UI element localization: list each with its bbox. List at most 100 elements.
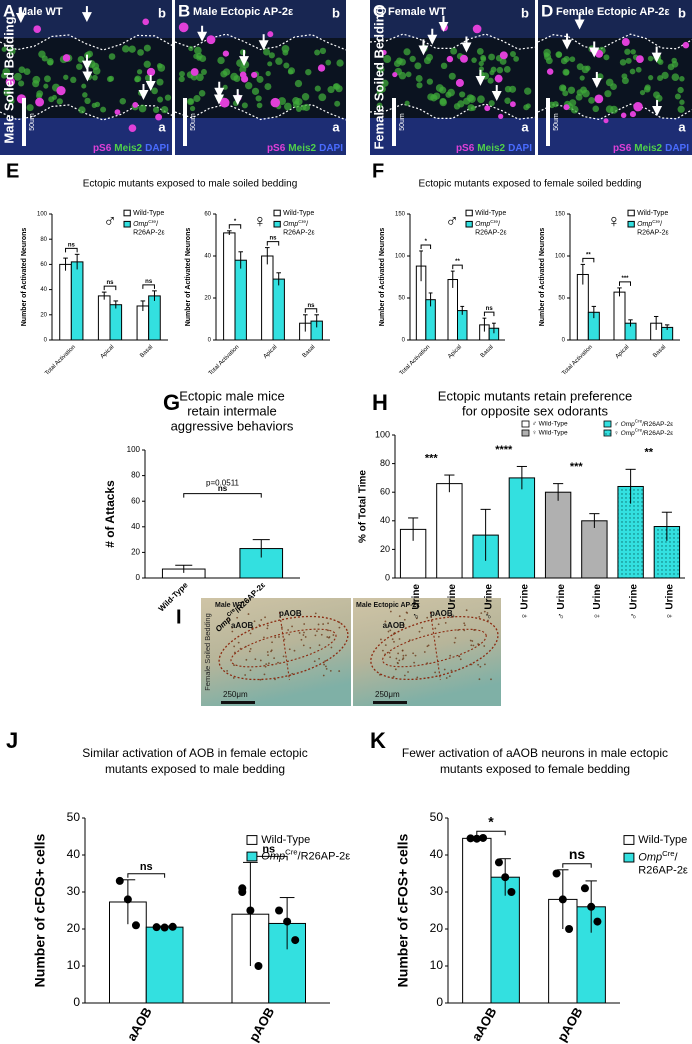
legend-swatch — [123, 220, 131, 228]
cell — [555, 51, 563, 58]
significance-bracket — [304, 308, 318, 313]
ps6-cell — [595, 49, 604, 58]
data-point — [160, 923, 169, 932]
cell — [268, 52, 275, 59]
stained-cell — [401, 649, 404, 652]
cell — [327, 86, 335, 94]
data-point — [501, 873, 510, 882]
cell — [439, 97, 447, 105]
stained-cell — [249, 669, 252, 672]
ps6-cell — [5, 77, 16, 87]
scale-bar — [392, 98, 396, 146]
stain: DAPI — [665, 143, 689, 154]
cell — [415, 75, 423, 82]
data-point — [131, 921, 140, 930]
cell — [292, 96, 300, 105]
y-tick-label: 40 — [380, 515, 390, 525]
cell — [278, 97, 287, 106]
panel-letter: G — [163, 390, 180, 415]
stained-cell — [338, 670, 341, 672]
stained-cell — [278, 636, 280, 638]
stained-cell — [322, 623, 325, 625]
cell — [416, 82, 423, 89]
stained-cell — [459, 658, 462, 661]
legend-swatch — [246, 835, 258, 845]
stained-cell — [249, 632, 252, 635]
stained-cell — [393, 640, 395, 643]
stained-cell — [266, 651, 269, 653]
scale-label: 50um — [29, 113, 36, 131]
side-label: Female Soiled Bedding — [203, 613, 212, 691]
stain: Meis2 — [634, 143, 662, 154]
x-tick-label: Apical — [615, 344, 631, 360]
aob-outline — [370, 615, 499, 681]
section-title: Male WT — [215, 602, 244, 609]
cell — [471, 57, 477, 63]
cell — [164, 94, 172, 101]
section-title: Male Ectopic AP-2ε — [356, 602, 420, 609]
data-point — [123, 895, 132, 904]
y-tick-label: 40 — [131, 522, 140, 531]
region-a-tissue — [0, 118, 172, 155]
stained-cell — [232, 677, 235, 679]
significance-bracket — [562, 863, 592, 868]
name-part: / — [156, 221, 158, 228]
x-tick-label: ♀ Urine — [665, 584, 676, 620]
section-image — [201, 598, 351, 706]
y-tick-label: 0 — [44, 338, 48, 344]
stained-cell — [309, 646, 312, 649]
ps6-cell — [455, 78, 464, 87]
stained-cell — [478, 615, 481, 618]
cell — [576, 63, 584, 71]
panel-letter: D — [541, 1, 553, 20]
scale-label: 250μm — [223, 690, 248, 699]
stained-cell — [397, 652, 400, 655]
name-part: Omp — [638, 852, 662, 864]
bar — [136, 305, 150, 341]
x-tick-label: Wild-Type — [157, 580, 190, 613]
x-tick-label: Apical — [447, 344, 463, 360]
legend-swatch — [246, 851, 258, 862]
bar — [457, 310, 468, 341]
y-tick-label: 100 — [375, 429, 390, 439]
legend-symbol: ♂ — [103, 211, 117, 231]
cell — [674, 93, 681, 100]
cell — [41, 55, 48, 62]
stained-cell — [231, 626, 234, 629]
stained-cell — [480, 612, 483, 615]
cell — [156, 63, 163, 69]
cell — [579, 75, 585, 81]
region-label: b — [678, 5, 686, 20]
x-tick-label: ♀ Urine — [520, 584, 531, 620]
stained-cell — [293, 649, 296, 652]
stained-cell — [237, 641, 240, 644]
name-part: Omp — [283, 221, 298, 228]
stained-cell — [271, 641, 273, 644]
panel-title: Male WT — [18, 6, 63, 18]
stained-cell — [263, 636, 265, 639]
y-axis-label: Number of Activated Neurons — [21, 228, 28, 327]
significance-bracket — [619, 281, 631, 286]
legend-label: ♀ Wild-Type — [532, 430, 568, 437]
bar — [544, 491, 572, 579]
ps6-cell — [206, 35, 216, 45]
cell — [504, 97, 511, 104]
bar — [145, 926, 184, 1004]
stained-cell — [316, 630, 318, 633]
panel-letter: B — [178, 1, 190, 20]
stained-cell — [317, 623, 320, 626]
ps6-cell — [392, 72, 398, 78]
cell — [157, 96, 164, 103]
cell — [288, 67, 296, 75]
name-part: R26AP-2ε — [133, 229, 165, 236]
stained-cell — [274, 678, 276, 681]
significance-label: *** — [425, 452, 439, 464]
cell — [239, 65, 247, 74]
legend-label: Wild-Type — [133, 210, 164, 217]
stained-cell — [416, 676, 419, 679]
x-tick-label: ♀ Urine — [447, 584, 458, 620]
cell — [562, 90, 569, 97]
bar — [109, 304, 123, 341]
stained-cell — [412, 652, 415, 655]
cell — [563, 55, 570, 63]
